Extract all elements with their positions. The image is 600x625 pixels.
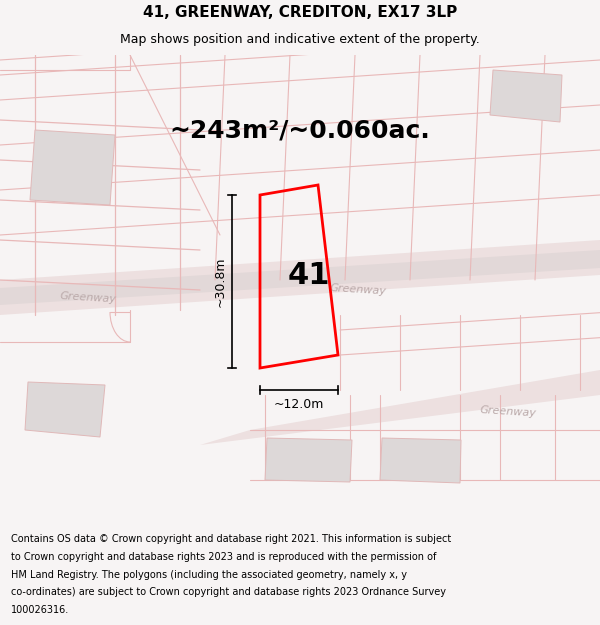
Polygon shape (25, 382, 105, 437)
Polygon shape (380, 438, 461, 483)
Text: 41, GREENWAY, CREDITON, EX17 3LP: 41, GREENWAY, CREDITON, EX17 3LP (143, 4, 457, 19)
Text: Contains OS data © Crown copyright and database right 2021. This information is : Contains OS data © Crown copyright and d… (11, 534, 451, 544)
Polygon shape (30, 130, 115, 205)
Polygon shape (0, 250, 600, 305)
Text: ~243m²/~0.060ac.: ~243m²/~0.060ac. (170, 118, 430, 142)
Text: ~30.8m: ~30.8m (214, 256, 227, 307)
Text: Greenway: Greenway (330, 283, 387, 297)
Text: Map shows position and indicative extent of the property.: Map shows position and indicative extent… (120, 33, 480, 46)
Polygon shape (0, 240, 600, 315)
Text: HM Land Registry. The polygons (including the associated geometry, namely x, y: HM Land Registry. The polygons (includin… (11, 569, 407, 579)
Text: co-ordinates) are subject to Crown copyright and database rights 2023 Ordnance S: co-ordinates) are subject to Crown copyr… (11, 588, 446, 598)
Polygon shape (265, 438, 352, 482)
Polygon shape (490, 70, 562, 122)
Text: Greenway: Greenway (60, 291, 117, 305)
Text: 100026316.: 100026316. (11, 605, 69, 615)
Polygon shape (200, 370, 600, 445)
Text: to Crown copyright and database rights 2023 and is reproduced with the permissio: to Crown copyright and database rights 2… (11, 552, 436, 562)
Text: Greenway: Greenway (480, 405, 537, 419)
Text: ~12.0m: ~12.0m (274, 399, 324, 411)
Text: 41: 41 (288, 261, 330, 290)
